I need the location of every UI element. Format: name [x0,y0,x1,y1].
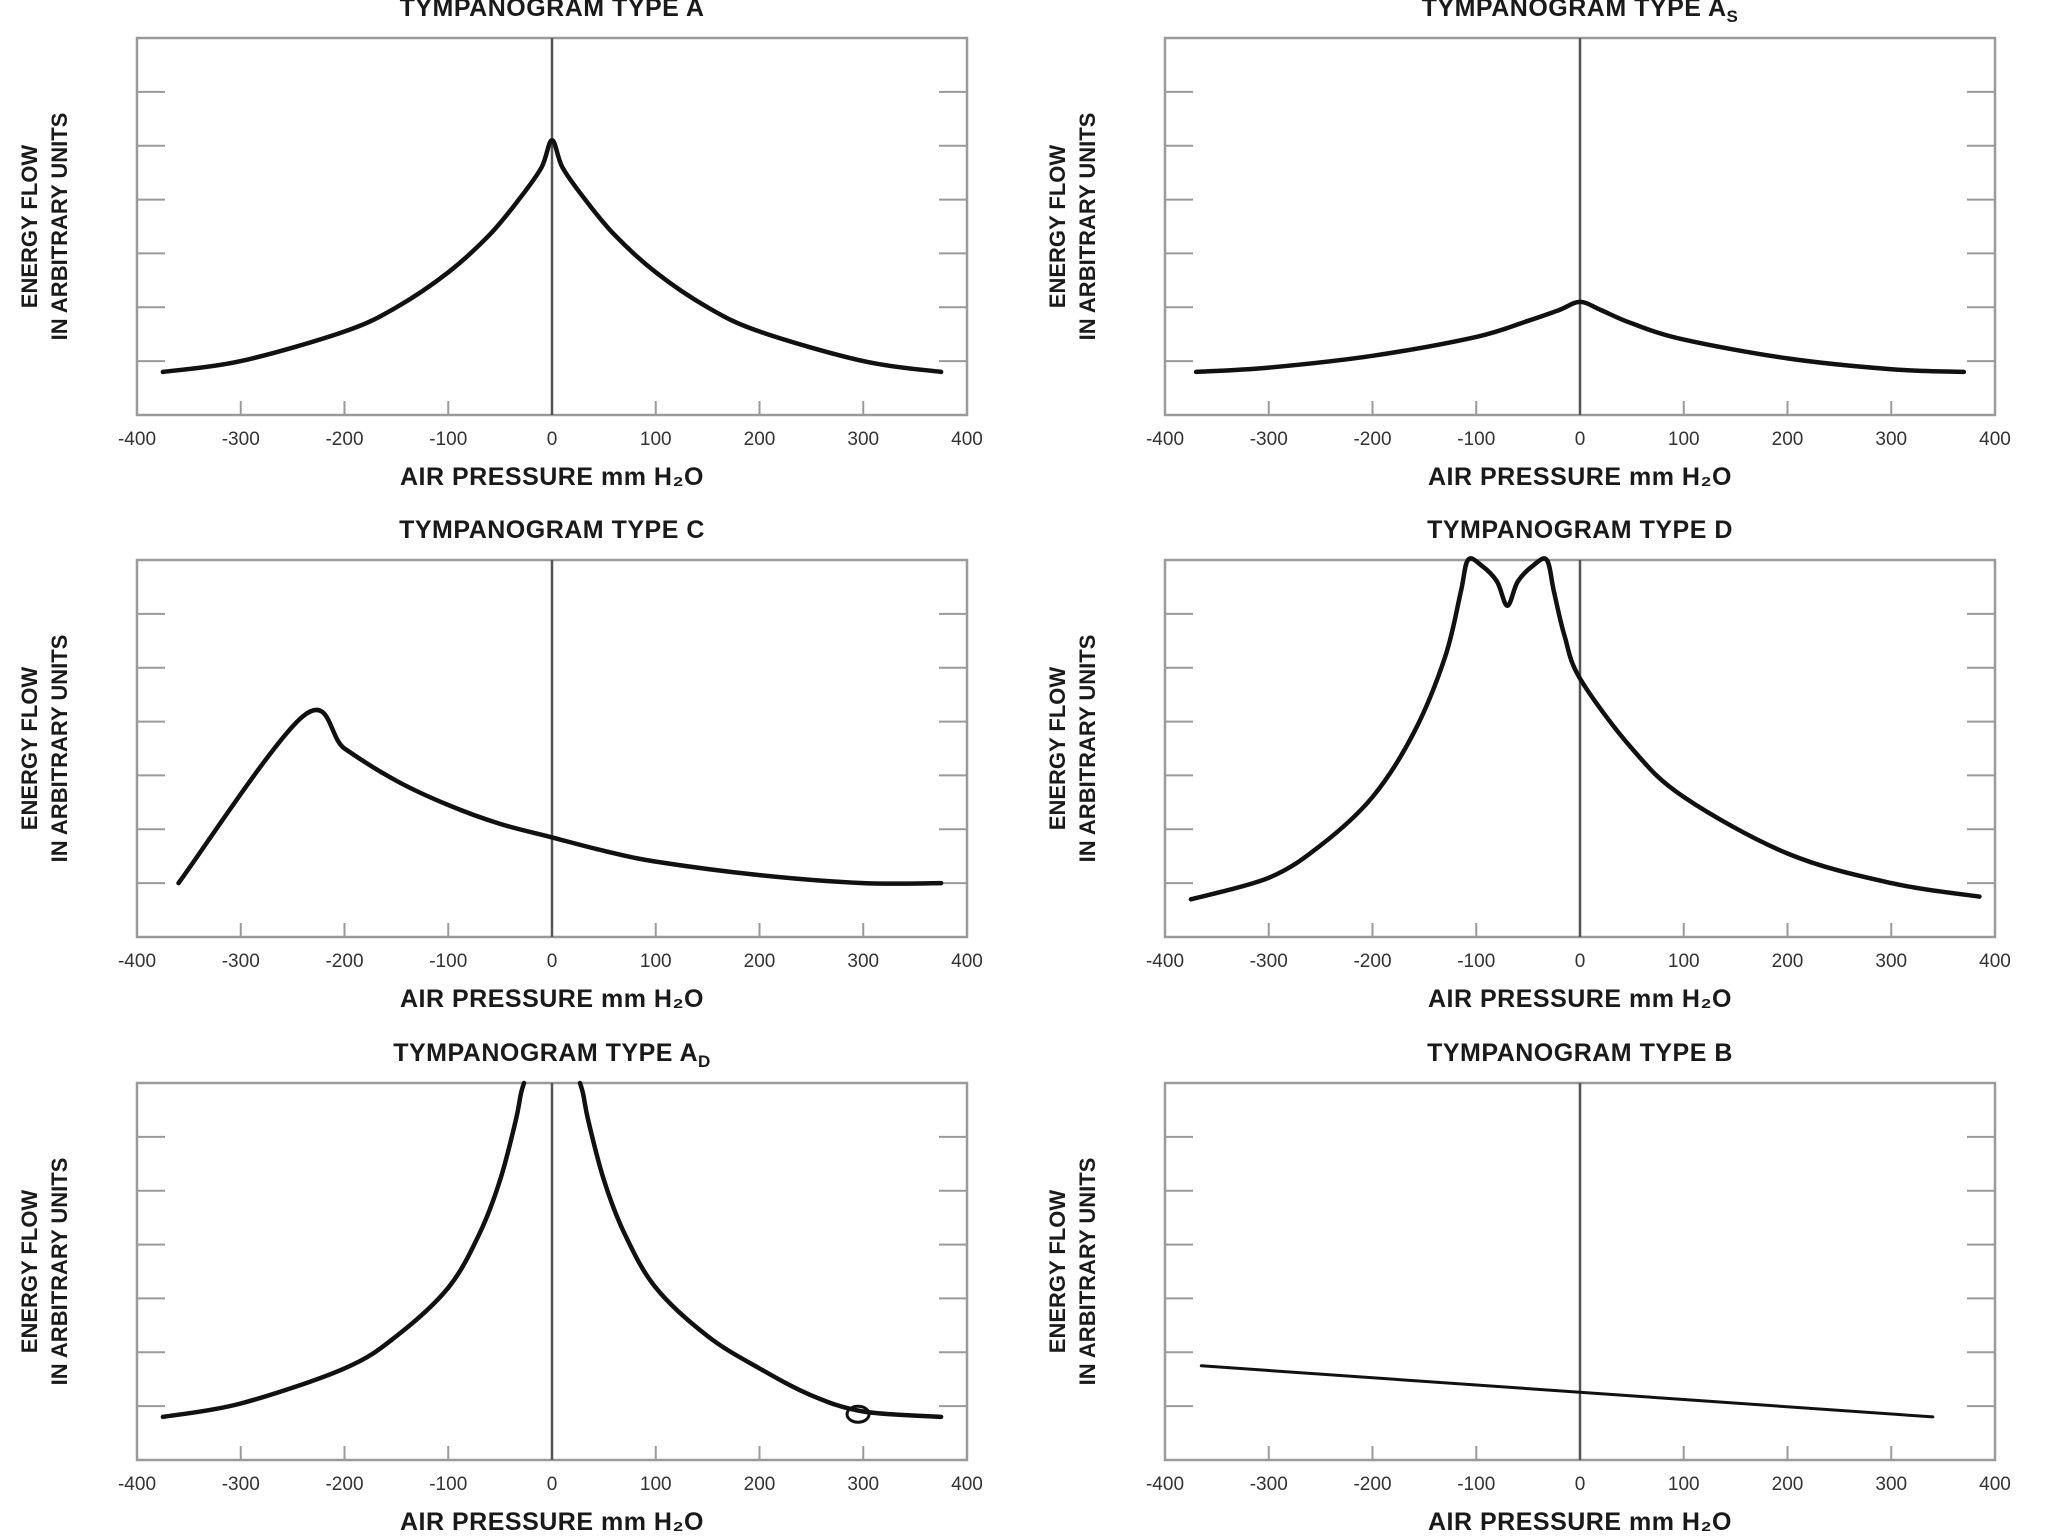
x-tick-label: -200 [325,429,363,450]
x-tick-label: 400 [1979,951,2011,972]
y-axis-label-line-1: ENERGY FLOW [17,1190,42,1354]
x-tick-label: 400 [951,951,983,972]
y-axis-label-line-2: IN ARBITRARY UNITS [1075,113,1100,341]
x-tick-label: 100 [640,1474,672,1495]
x-tick-label: -100 [429,951,467,972]
x-tick-label: 200 [744,429,776,450]
x-tick-label: -400 [118,429,156,450]
chart-panel-1: TYMPANOGRAM TYPE A -400 -300 -200 -100 0 100 20… [17,0,983,491]
x-tick-label: 100 [1668,951,1700,972]
chart-title: TYMPANOGRAM TYPE AS [1422,0,1739,26]
x-tick-label: 300 [1875,429,1907,450]
x-tick-label: -300 [1250,429,1288,450]
x-tick-label: 100 [640,429,672,450]
x-tick-label: 0 [1575,1474,1586,1495]
x-tick-label: -400 [1146,1474,1184,1495]
tympanogram-curve-2 [577,1080,944,1420]
chart-title: TYMPANOGRAM TYPE AD [393,1039,711,1071]
x-tick-label: 200 [1772,429,1804,450]
x-tick-label: -100 [1457,951,1495,972]
tympanogram-curve-1 [1199,1364,1935,1419]
x-tick-label: 300 [1875,1474,1907,1495]
x-tick-label: 300 [847,951,879,972]
x-tick-label: -200 [325,951,363,972]
chart-title: TYMPANOGRAM TYPE D [1427,516,1733,544]
tympanogram-curve-1 [176,707,944,886]
x-axis-label: AIR PRESSURE mm H₂O [400,985,704,1013]
x-tick-label: 200 [744,951,776,972]
x-tick-label: 0 [1575,429,1586,450]
tympanogram-curve-1 [160,1080,527,1420]
x-tick-label: -100 [429,1474,467,1495]
x-tick-label: 400 [1979,1474,2011,1495]
x-tick-label: 0 [547,1474,558,1495]
x-tick-label: -300 [1250,1474,1288,1495]
x-tick-label: 300 [847,429,879,450]
tympanogram-curve-1 [1188,556,1982,902]
x-tick-label: -300 [222,951,260,972]
x-tick-label: -400 [1146,429,1184,450]
y-axis-label-line-2: IN ARBITRARY UNITS [1075,635,1100,863]
x-tick-label: 300 [847,1474,879,1495]
x-axis-label: AIR PRESSURE mm H₂O [1428,463,1732,491]
chart-panel-5: TYMPANOGRAM TYPE AD -400 -300 -200 -100 0 100 2… [17,1039,983,1536]
x-tick-label: 100 [640,951,672,972]
chart-panel-6: TYMPANOGRAM TYPE B -400 -300 -200 -100 0 100 20… [1045,1039,2011,1536]
y-axis-label-line-1: ENERGY FLOW [1045,145,1070,309]
x-tick-label: 200 [1772,951,1804,972]
x-tick-label: -100 [429,429,467,450]
x-tick-label: -100 [1457,429,1495,450]
x-tick-label: 200 [1772,1474,1804,1495]
x-tick-label: -300 [222,1474,260,1495]
y-axis-label-line-2: IN ARBITRARY UNITS [47,113,72,341]
x-tick-label: 0 [1575,951,1586,972]
x-tick-label: -300 [222,429,260,450]
x-tick-label: 300 [1875,951,1907,972]
x-tick-label: -400 [1146,951,1184,972]
x-axis-label: AIR PRESSURE mm H₂O [1428,1508,1732,1536]
y-axis-label-line-2: IN ARBITRARY UNITS [47,635,72,863]
x-axis-label: AIR PRESSURE mm H₂O [1428,985,1732,1013]
x-tick-label: -400 [118,1474,156,1495]
x-tick-label: 400 [951,429,983,450]
x-tick-label: 400 [951,1474,983,1495]
x-tick-label: 100 [1668,429,1700,450]
x-axis-label: AIR PRESSURE mm H₂O [400,463,704,491]
x-tick-label: 400 [1979,429,2011,450]
y-axis-label-line-1: ENERGY FLOW [17,145,42,309]
x-tick-label: -300 [1250,951,1288,972]
x-tick-label: 200 [744,1474,776,1495]
chart-title: TYMPANOGRAM TYPE A [400,0,705,22]
tympanogram-curve-1 [160,138,944,375]
x-tick-label: -400 [118,951,156,972]
y-axis-label-line-1: ENERGY FLOW [17,667,42,831]
chart-title: TYMPANOGRAM TYPE B [1427,1039,1733,1067]
y-axis-label-line-1: ENERGY FLOW [1045,667,1070,831]
x-tick-label: -200 [325,1474,363,1495]
x-tick-label: -100 [1457,1474,1495,1495]
x-tick-label: 0 [547,951,558,972]
x-tick-label: 0 [547,429,558,450]
x-tick-label: -200 [1353,429,1391,450]
y-axis-label-line-2: IN ARBITRARY UNITS [47,1158,72,1386]
tympanogram-curve-1 [1193,299,1967,375]
y-axis-label-line-1: ENERGY FLOW [1045,1190,1070,1354]
chart-title-subscript: S [1727,7,1739,26]
chart-panel-3: TYMPANOGRAM TYPE C -400 -300 -200 -100 0 100 20… [17,516,983,1013]
chart-title: TYMPANOGRAM TYPE C [399,516,705,544]
x-tick-label: -200 [1353,1474,1391,1495]
circle-marker [845,1404,871,1424]
y-axis-label-line-2: IN ARBITRARY UNITS [1075,1158,1100,1386]
x-tick-label: 100 [1668,1474,1700,1495]
x-tick-label: -200 [1353,951,1391,972]
x-axis-label: AIR PRESSURE mm H₂O [400,1508,704,1536]
chart-panel-2: TYMPANOGRAM TYPE AS -400 -300 -200 -100 0 100 2… [1045,0,2011,491]
chart-panel-4: TYMPANOGRAM TYPE D -400 -300 -200 -100 0 100 20… [1045,516,2011,1013]
chart-title-subscript: D [698,1052,711,1071]
